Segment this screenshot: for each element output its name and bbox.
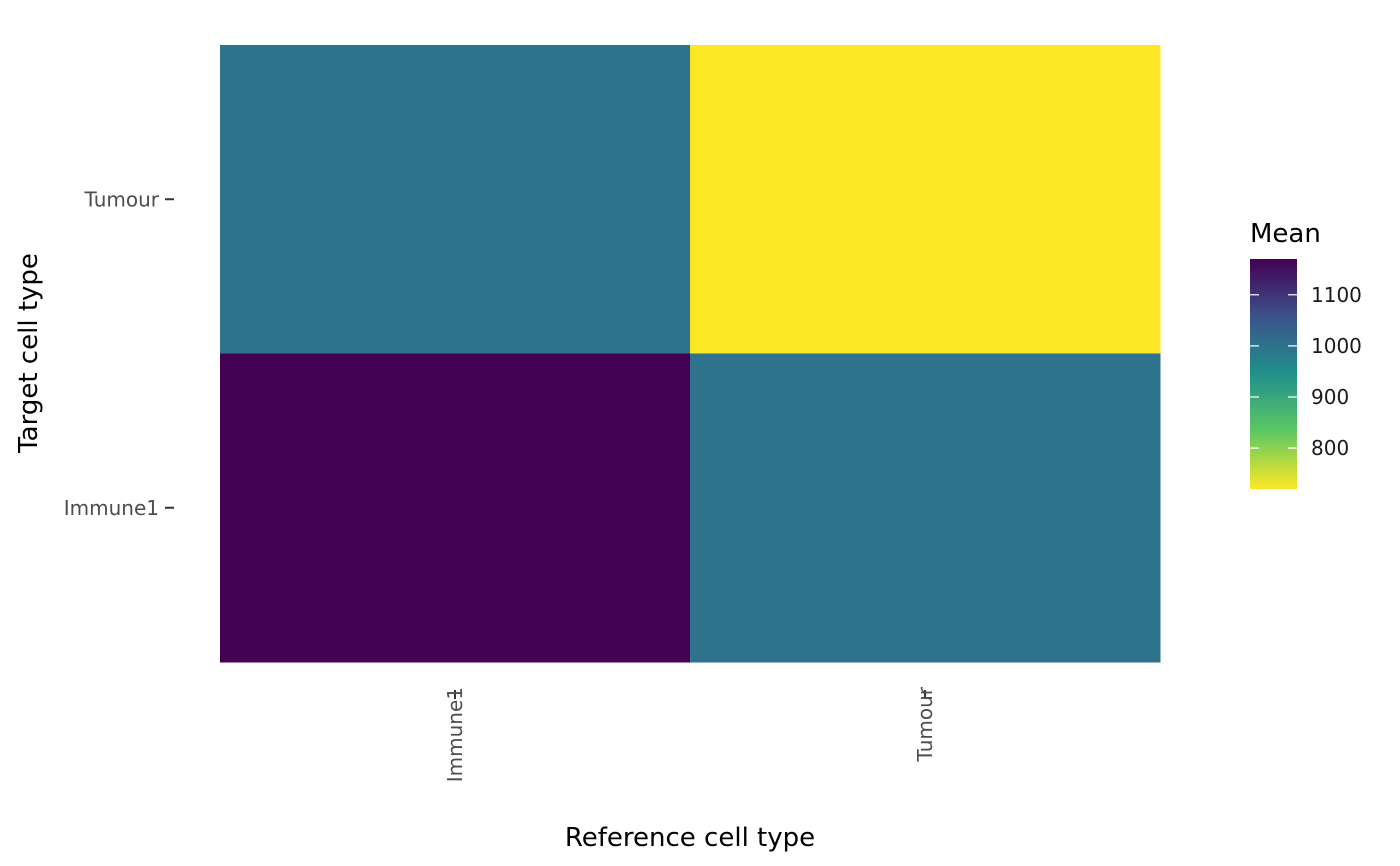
legend-title: Mean <box>1250 219 1321 249</box>
y-axis-title: Target cell type <box>14 253 44 454</box>
x-axis: Immune1 Tumour <box>443 686 937 782</box>
color-legend: Mean 1100 1000 900 800 <box>1250 219 1362 489</box>
heatmap-cell-tumour-tumour <box>690 45 1161 354</box>
heatmap-cells <box>220 45 1161 663</box>
legend-ticks: 1100 1000 900 800 <box>1250 283 1362 460</box>
x-axis-title: Reference cell type <box>565 823 815 853</box>
heatmap-cell-immune1-tumour <box>220 45 691 354</box>
legend-tick-label: 1100 <box>1311 283 1362 307</box>
x-tick-label: Immune1 <box>443 687 467 782</box>
legend-tick-label: 1000 <box>1311 334 1362 358</box>
y-axis: Immune1 Tumour <box>64 187 174 520</box>
heatmap-cell-tumour-immune1 <box>690 353 1161 663</box>
y-tick-label: Tumour <box>84 187 160 211</box>
legend-colorbar <box>1250 259 1297 489</box>
legend-tick-label: 800 <box>1311 436 1349 460</box>
y-tick-label: Immune1 <box>64 496 159 520</box>
legend-tick-label: 900 <box>1311 385 1349 409</box>
heatmap-cell-immune1-immune1 <box>220 353 691 663</box>
x-tick-label: Tumour <box>913 686 937 762</box>
